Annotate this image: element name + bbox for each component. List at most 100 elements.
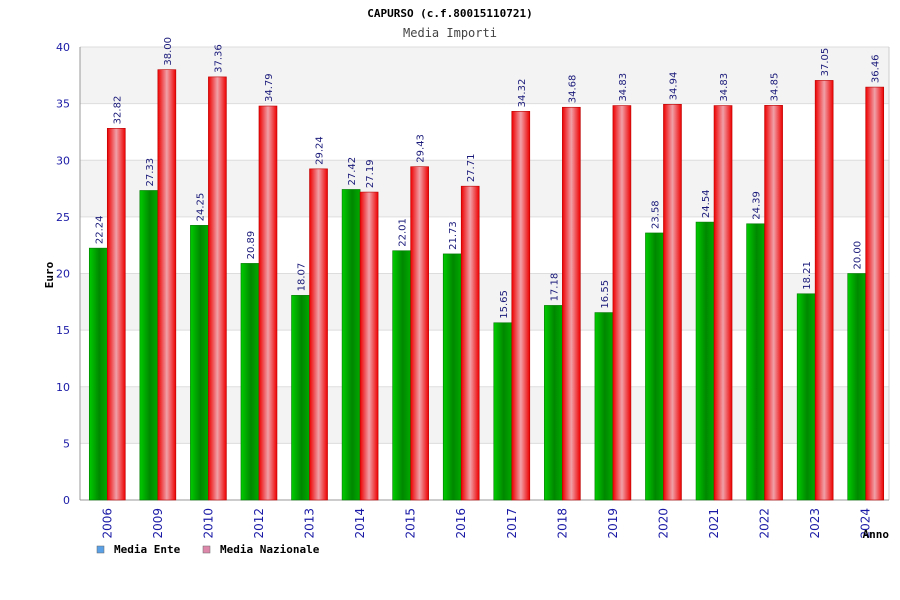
bar-media-ente-2020 <box>645 232 664 501</box>
bar-media-ente-2010 <box>190 225 209 501</box>
bar-media-nazionale-2019 <box>612 105 632 501</box>
data-label-media-nazionale-2019: 34.83 <box>618 73 629 102</box>
y-tick-label: 15 <box>56 324 70 337</box>
data-label-media-nazionale-2014: 27.19 <box>365 159 376 188</box>
data-label-media-nazionale-2021: 34.83 <box>719 73 730 102</box>
x-tick-label-2009: 2009 <box>151 508 165 539</box>
y-axis-label: Euro <box>43 261 56 288</box>
bar-media-nazionale-2006 <box>106 128 126 501</box>
y-axis-ticks: 0 5 10 15 20 25 30 35 40 <box>56 41 70 507</box>
bars <box>88 69 885 501</box>
bar-media-nazionale-2015 <box>410 166 429 501</box>
data-label-media-nazionale-2016: 27.71 <box>466 154 477 183</box>
bar-media-nazionale-2009 <box>157 69 177 501</box>
y-tick-label: 25 <box>56 211 70 224</box>
data-label-media-nazionale-2022: 34.85 <box>770 73 781 102</box>
bar-media-nazionale-2023 <box>814 80 834 501</box>
data-label-media-ente-2018: 17.18 <box>549 273 560 302</box>
bar-media-ente-2022 <box>746 223 765 501</box>
data-label-media-ente-2014: 27.42 <box>347 157 358 186</box>
data-label-media-nazionale-2013: 29.24 <box>315 136 326 165</box>
x-tick-label-2018: 2018 <box>555 508 569 539</box>
legend-label-media-ente: Media Ente <box>114 543 181 556</box>
y-tick-label: 0 <box>63 494 70 507</box>
y-tick-label: 35 <box>56 98 70 111</box>
legend-swatch-media-nazionale <box>202 545 211 554</box>
bar-media-ente-2014 <box>341 189 361 501</box>
data-label-media-ente-2023: 18.21 <box>802 261 813 290</box>
bar-media-nazionale-2018 <box>562 106 581 501</box>
bar-media-nazionale-2024 <box>865 86 885 501</box>
bar-media-nazionale-2020 <box>663 104 682 501</box>
y-tick-label: 5 <box>63 437 70 450</box>
data-label-media-nazionale-2006: 32.82 <box>112 96 123 125</box>
x-tick-label-2020: 2020 <box>656 508 670 539</box>
bar-media-nazionale-2010 <box>208 76 227 501</box>
x-tick-label-2015: 2015 <box>404 508 418 539</box>
x-tick-label-2019: 2019 <box>606 508 620 539</box>
data-label-media-nazionale-2015: 29.43 <box>416 134 427 163</box>
chart-title: CAPURSO (c.f.80015110721) <box>367 7 533 20</box>
chart-subtitle: Media Importi <box>403 26 497 40</box>
legend-label-media-nazionale: Media Nazionale <box>220 543 320 556</box>
data-label-media-ente-2021: 24.54 <box>701 189 712 218</box>
bar-media-nazionale-2017 <box>511 111 531 501</box>
data-label-media-nazionale-2018: 34.68 <box>567 75 578 104</box>
data-label-media-ente-2010: 24.25 <box>195 193 206 222</box>
data-label-media-ente-2016: 21.73 <box>448 221 459 250</box>
data-label-media-ente-2020: 23.58 <box>650 200 661 229</box>
y-tick-label: 40 <box>56 41 70 54</box>
x-tick-label-2022: 2022 <box>758 508 772 539</box>
bar-media-ente-2021 <box>695 221 715 501</box>
x-tick-label-2014: 2014 <box>353 508 367 539</box>
bar-media-nazionale-2016 <box>460 185 480 501</box>
data-label-media-ente-2009: 27.33 <box>145 158 156 187</box>
x-tick-label-2013: 2013 <box>303 508 317 539</box>
y-tick-label: 30 <box>56 154 70 167</box>
bar-media-nazionale-2012 <box>258 105 278 501</box>
bar-media-ente-2015 <box>392 250 411 501</box>
data-label-media-nazionale-2009: 38.00 <box>163 37 174 66</box>
legend: Media Ente Media Nazionale <box>96 543 320 556</box>
data-label-media-nazionale-2010: 37.36 <box>213 44 224 73</box>
plot-band <box>80 47 889 104</box>
bar-media-nazionale-2014 <box>359 191 379 501</box>
data-label-media-nazionale-2012: 34.79 <box>264 73 275 102</box>
bar-media-ente-2024 <box>847 273 867 501</box>
bar-media-ente-2023 <box>796 293 816 501</box>
data-label-media-ente-2017: 15.65 <box>499 290 510 319</box>
data-label-media-nazionale-2017: 34.32 <box>517 79 528 108</box>
data-label-media-ente-2013: 18.07 <box>297 263 308 292</box>
data-label-media-ente-2015: 22.01 <box>398 218 409 247</box>
bar-media-ente-2018 <box>544 305 563 501</box>
bar-media-nazionale-2022 <box>764 105 783 501</box>
bar-media-ente-2017 <box>493 322 513 501</box>
x-axis-ticks: 2006 2009 2010 2012 2013 2014 2015 2016 2017 2018… <box>100 508 872 539</box>
x-tick-label-2012: 2012 <box>252 508 266 539</box>
bar-media-ente-2019 <box>594 312 614 501</box>
data-label-media-nazionale-2020: 34.94 <box>668 72 679 101</box>
y-tick-label: 10 <box>56 381 70 394</box>
data-label-media-nazionale-2023: 37.05 <box>820 48 831 77</box>
data-label-media-ente-2022: 24.39 <box>752 191 763 220</box>
legend-swatch-media-ente <box>96 545 105 554</box>
data-label-media-nazionale-2024: 36.46 <box>871 54 882 83</box>
x-tick-label-2021: 2021 <box>707 508 721 539</box>
data-label-media-ente-2019: 16.55 <box>600 280 611 309</box>
data-labels: 22.24 32.82 27.33 38.00 24.25 37.36 20.89 34.79… <box>94 37 881 319</box>
y-tick-label: 20 <box>56 268 70 281</box>
data-label-media-ente-2006: 22.24 <box>94 215 105 244</box>
bar-media-ente-2012 <box>240 263 260 501</box>
data-label-media-ente-2012: 20.89 <box>246 231 257 260</box>
bar-media-ente-2009 <box>139 190 159 501</box>
data-label-media-ente-2024: 20.00 <box>853 241 864 270</box>
x-tick-label-2016: 2016 <box>454 508 468 539</box>
x-axis-label: Anno <box>863 528 890 541</box>
bar-media-nazionale-2021 <box>713 105 733 501</box>
x-tick-label-2017: 2017 <box>505 508 519 539</box>
bar-media-ente-2013 <box>291 295 310 501</box>
x-tick-label-2023: 2023 <box>808 508 822 539</box>
x-tick-label-2006: 2006 <box>100 508 114 539</box>
x-tick-label-2024: 2024 <box>859 508 873 539</box>
